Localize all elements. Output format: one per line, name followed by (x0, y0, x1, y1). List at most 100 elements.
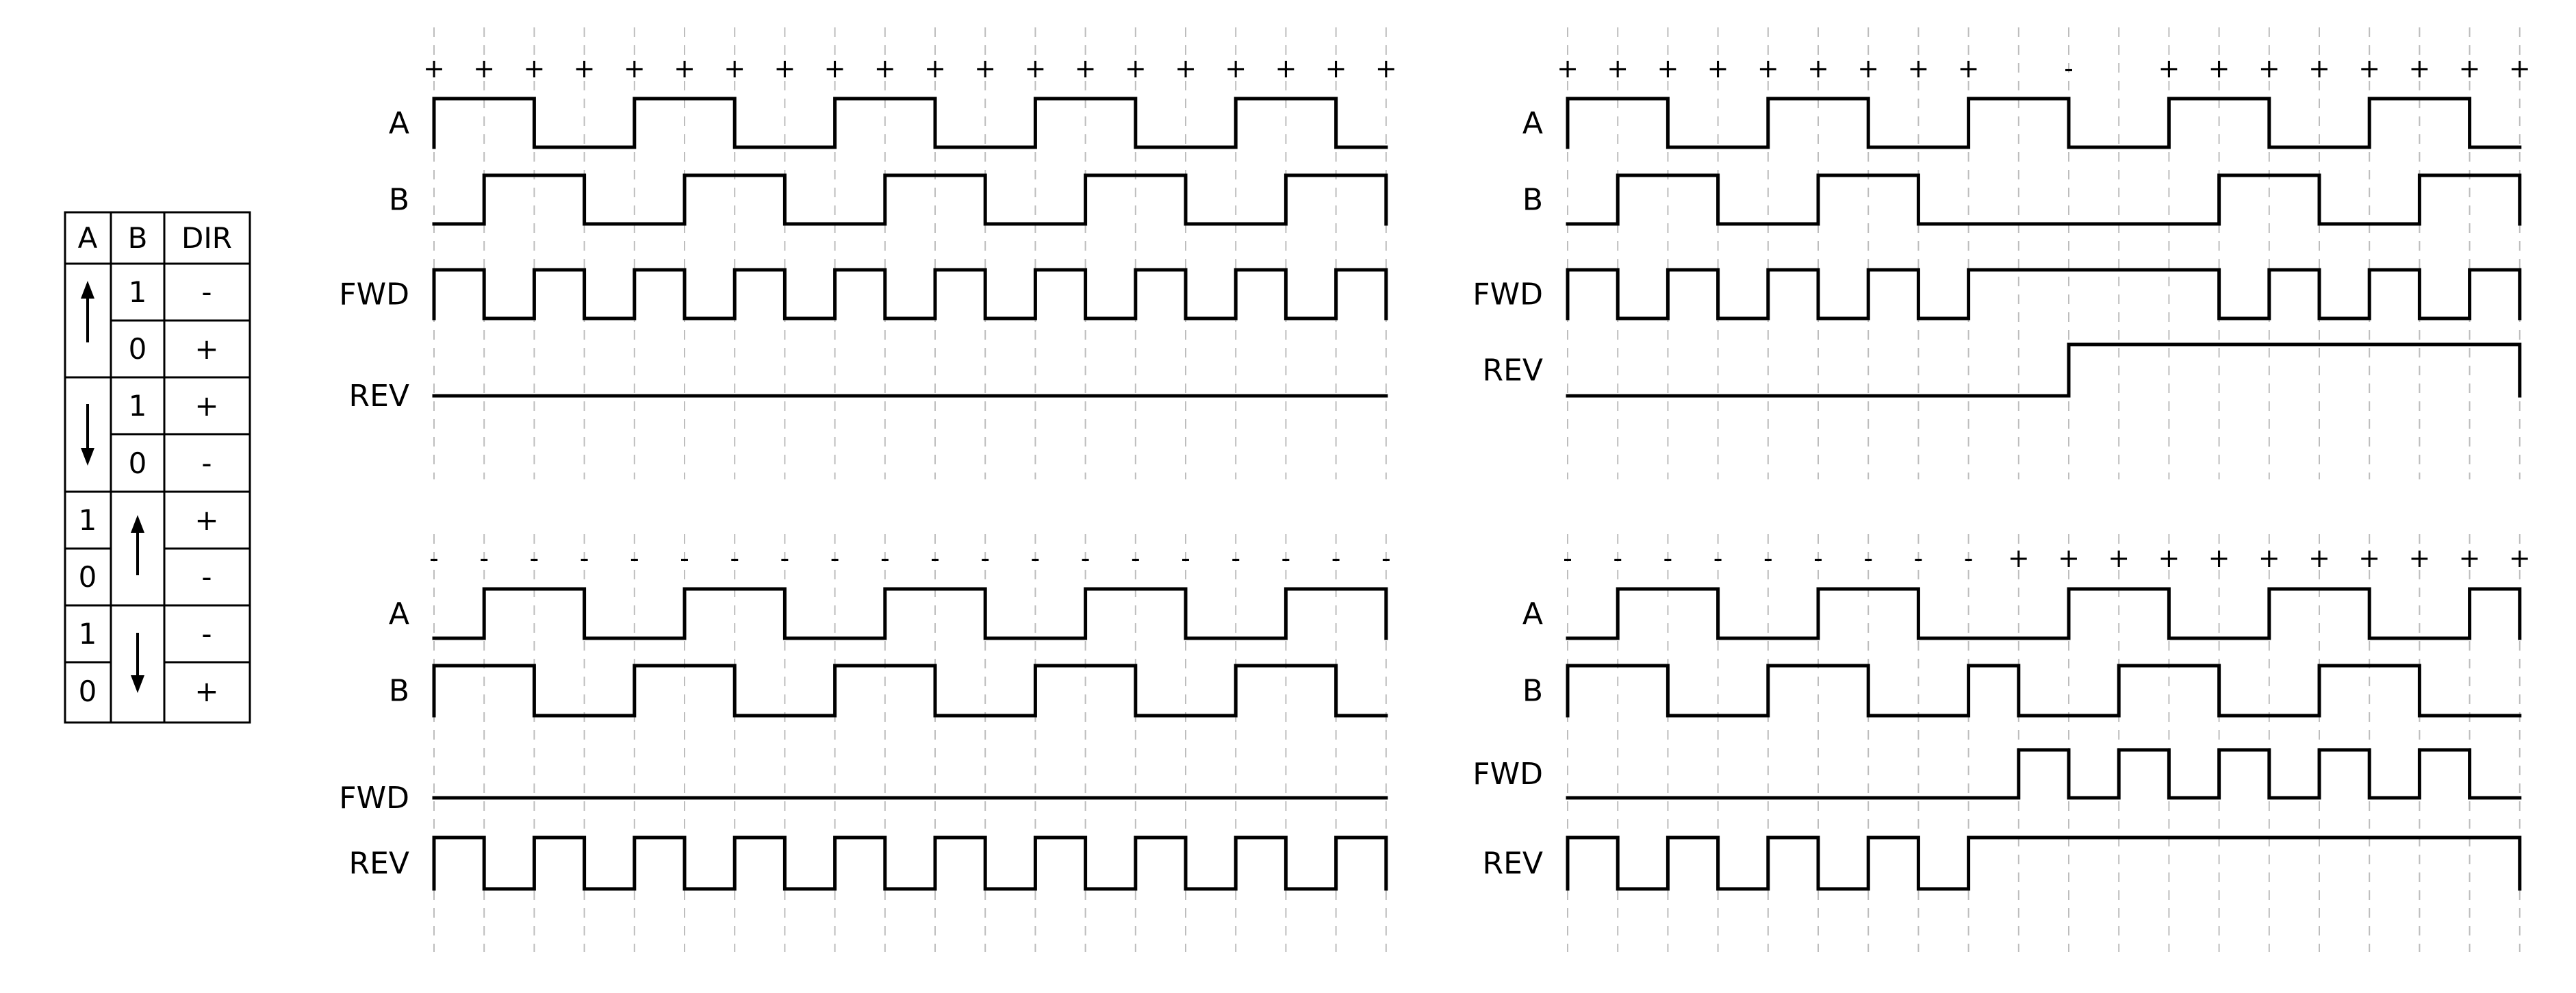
direction-sign: + (2108, 543, 2130, 573)
direction-sign: + (1657, 53, 1679, 84)
truth-table-cell: - (201, 275, 212, 309)
waveform-b (432, 664, 1388, 718)
direction-sign: + (574, 53, 596, 84)
direction-sign: - (1914, 543, 1924, 573)
waveform-a (432, 97, 1388, 149)
direction-sign: - (730, 543, 739, 573)
signal-label-a: A (389, 596, 409, 631)
direction-sign: + (2158, 543, 2180, 573)
direction-sign: - (1613, 543, 1622, 573)
truth-table-cell: - (201, 447, 212, 480)
direction-sign: + (1557, 53, 1579, 84)
timing-panel-top-right: + + + + + + + + + - + + + + + + + + A B FWD REV (1472, 27, 2531, 479)
direction-sign: + (1325, 53, 1347, 84)
direction-sign: - (479, 543, 489, 573)
direction-sign: + (2058, 543, 2080, 573)
direction-sign: + (1958, 53, 1980, 84)
direction-sign: - (1964, 543, 1974, 573)
signal-label-fwd: FWD (339, 781, 409, 816)
truth-table-cell: + (194, 503, 218, 537)
direction-sign: + (2258, 53, 2280, 84)
truth-table-cell: + (194, 675, 218, 708)
direction-sign: - (1813, 543, 1823, 573)
direction-sign: + (2509, 543, 2531, 573)
direction-sign: + (2308, 53, 2330, 84)
truth-table-border (64, 211, 251, 724)
direction-sign: + (774, 53, 795, 84)
direction-sign: - (980, 543, 990, 573)
direction-sign: + (2358, 543, 2380, 573)
signal-label-rev: REV (349, 846, 409, 881)
direction-sign: - (880, 543, 890, 573)
direction-sign: + (1275, 53, 1297, 84)
direction-sign: - (1763, 543, 1773, 573)
direction-sign: + (2459, 543, 2481, 573)
direction-sign: + (1225, 53, 1247, 84)
truth-table-cell: 0 (129, 332, 147, 366)
direction-sign: + (1125, 53, 1147, 84)
direction-sign: + (674, 53, 696, 84)
direction-sign: + (2208, 543, 2230, 573)
signal-label-b: B (1522, 183, 1543, 218)
direction-sign: + (2408, 53, 2430, 84)
waveform-a (1566, 97, 2522, 149)
truth-table-header-a: A (78, 221, 98, 255)
truth-table: A B DIR 1 - 0 + 1 + 0 - 1 + 0 - 1 - (64, 211, 251, 724)
truth-table-cell: 0 (79, 675, 97, 708)
waveform-fwd (1566, 748, 2522, 800)
direction-sign: + (423, 53, 445, 84)
signal-label-b: B (1522, 674, 1543, 709)
signal-label-b: B (389, 183, 409, 218)
direction-sign: - (930, 543, 940, 573)
direction-sign: + (724, 53, 745, 84)
waveform-fwd (1566, 268, 2522, 320)
direction-sign: + (2509, 53, 2531, 84)
direction-sign: - (780, 543, 790, 573)
direction-sign: + (974, 53, 996, 84)
direction-sign: + (1175, 53, 1197, 84)
signal-label-b: B (389, 674, 409, 709)
direction-sign: - (429, 543, 439, 573)
direction-sign: + (1907, 53, 1929, 84)
truth-table-cell: 0 (79, 560, 97, 594)
direction-sign: - (2064, 53, 2074, 84)
signal-label-fwd: FWD (1472, 277, 1543, 312)
direction-sign: - (530, 543, 539, 573)
direction-sign: + (2158, 53, 2180, 84)
truth-table-cell: - (201, 560, 212, 594)
truth-table-cell: 1 (129, 389, 147, 423)
direction-sign: + (473, 53, 495, 84)
signal-label-fwd: FWD (339, 277, 409, 312)
direction-sign: - (1031, 543, 1041, 573)
direction-sign: + (1607, 53, 1629, 84)
truth-table-cell: + (194, 332, 218, 366)
truth-table-cell: 1 (129, 275, 147, 309)
arrow-down-icon (81, 404, 94, 466)
truth-table-cell: 1 (79, 617, 97, 651)
direction-sign: + (874, 53, 896, 84)
signal-label-a: A (1522, 106, 1543, 141)
waveform-rev (1566, 835, 2522, 891)
direction-sign: - (1863, 543, 1873, 573)
arrow-down-icon (131, 633, 144, 693)
direction-sign: - (1281, 543, 1291, 573)
signal-label-rev: REV (1483, 353, 1543, 388)
direction-sign: + (2308, 543, 2330, 573)
truth-table-header-dir: DIR (181, 221, 232, 255)
direction-sign: + (1857, 53, 1879, 84)
direction-sign: + (2258, 543, 2280, 573)
waveform-a (1566, 587, 2522, 640)
direction-sign: + (523, 53, 545, 84)
truth-table-header-b: B (128, 221, 148, 255)
direction-sign: + (824, 53, 846, 84)
arrow-up-icon (81, 281, 94, 342)
timing-panel-bottom-right: - - - - - - - - - + + + + + + + + + + + A B FWD REV (1472, 534, 2531, 952)
direction-sign: - (1081, 543, 1091, 573)
waveform-rev (432, 835, 1388, 891)
direction-sign: + (924, 53, 946, 84)
direction-sign: + (1075, 53, 1097, 84)
waveform-b (432, 173, 1388, 226)
direction-sign: - (1713, 543, 1723, 573)
